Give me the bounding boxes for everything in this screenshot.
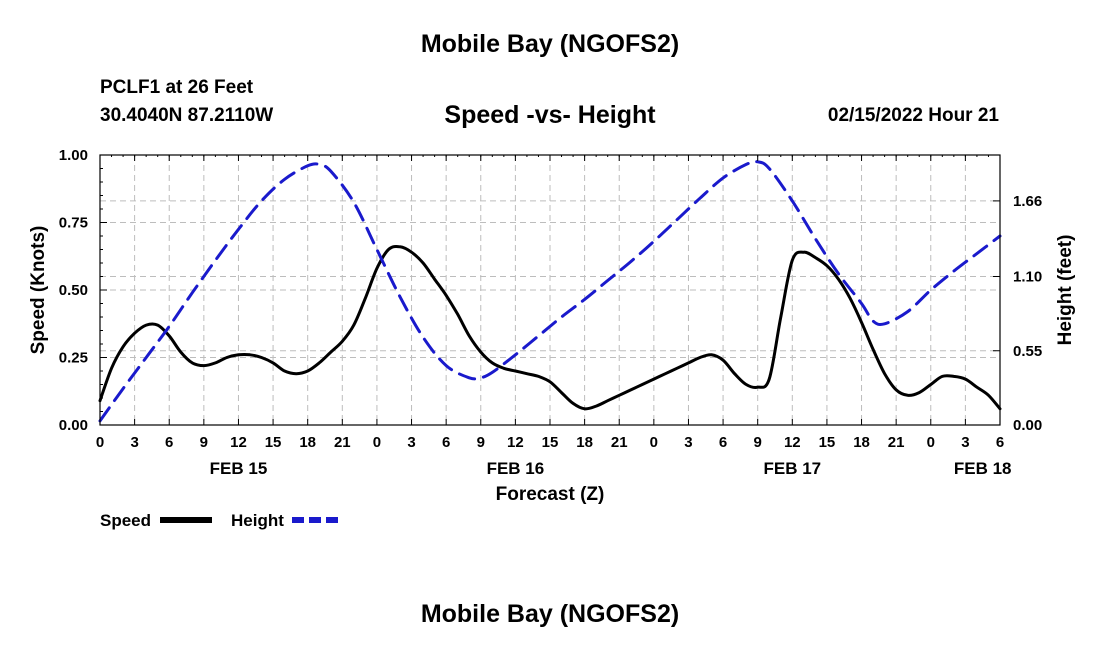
x-tick-label: 18 <box>299 434 316 451</box>
x-tick-label: 18 <box>853 434 870 451</box>
x-tick-label: 15 <box>819 434 836 451</box>
x-tick-label: 6 <box>996 434 1004 451</box>
x-tick-label: 3 <box>961 434 969 451</box>
x-tick-label: 9 <box>477 434 485 451</box>
x-tick-label: 3 <box>130 434 138 451</box>
series-layer <box>98 160 1002 423</box>
x-tick-label: 6 <box>442 434 450 451</box>
date-label: FEB 15 <box>210 459 268 478</box>
x-tick-label: 9 <box>754 434 762 451</box>
x-tick-label: 3 <box>684 434 692 451</box>
y2-tick-label: 1.66 <box>1013 193 1042 210</box>
x-tick-label: 12 <box>507 434 524 451</box>
chart-title: Mobile Bay (NGOFS2) <box>420 30 680 58</box>
x-tick-label: 6 <box>719 434 727 451</box>
date-label: FEB 17 <box>763 459 821 478</box>
series-line-speed <box>98 244 1002 411</box>
grid-lines <box>100 155 1000 425</box>
x-tick-label: 3 <box>407 434 415 451</box>
chart-subtitle: Speed -vs- Height <box>444 101 656 129</box>
y-axis-title: Speed (Knots) <box>28 226 49 355</box>
date-label: FEB 18 <box>954 459 1012 478</box>
x-axis-title: Forecast (Z) <box>496 484 605 505</box>
x-tick-label: 18 <box>576 434 593 451</box>
legend-label-speed: Speed <box>100 511 151 530</box>
station-label: PCLF1 at 26 Feet <box>100 77 254 98</box>
y-tick-label: 0.00 <box>59 417 88 434</box>
x-tick-label: 21 <box>334 434 351 451</box>
x-tick-label: 6 <box>165 434 173 451</box>
x-tick-label: 12 <box>784 434 801 451</box>
date-label: FEB 16 <box>487 459 545 478</box>
bottom-title: Mobile Bay (NGOFS2) <box>420 600 680 628</box>
y2-tick-label: 0.55 <box>1013 343 1042 360</box>
y-tick-label: 0.75 <box>59 215 88 232</box>
y2-tick-label: 1.10 <box>1013 269 1042 286</box>
x-tick-label: 21 <box>888 434 905 451</box>
forecast-date: 02/15/2022 Hour 21 <box>827 105 999 126</box>
legend-label-height: Height <box>231 511 284 530</box>
x-tick-label: 15 <box>265 434 282 451</box>
x-tick-label: 0 <box>927 434 935 451</box>
x-tick-label: 0 <box>96 434 104 451</box>
x-tick-label: 21 <box>611 434 628 451</box>
y-tick-label: 0.50 <box>59 282 88 299</box>
y-tick-label: 1.00 <box>59 147 88 164</box>
x-tick-label: 12 <box>230 434 247 451</box>
y-tick-label: 0.25 <box>59 350 88 367</box>
series-line-height <box>98 160 1002 423</box>
x-tick-label: 9 <box>200 434 208 451</box>
y2-axis-title: Height (feet) <box>1055 235 1076 346</box>
y2-tick-label: 0.00 <box>1013 417 1042 434</box>
x-tick-label: 0 <box>373 434 381 451</box>
legend: Speed Height <box>100 511 342 530</box>
station-coordinates: 30.4040N 87.2110W <box>100 105 274 126</box>
x-tick-label: 0 <box>650 434 658 451</box>
axes <box>99 154 1001 426</box>
x-tick-label: 15 <box>542 434 559 451</box>
axis-labels: 0 3 6 9 12 15 18 21 0 3 6 9 12 15 18 21 0 3 6 9 12 15 18 21 0 3 60… <box>28 147 1076 505</box>
